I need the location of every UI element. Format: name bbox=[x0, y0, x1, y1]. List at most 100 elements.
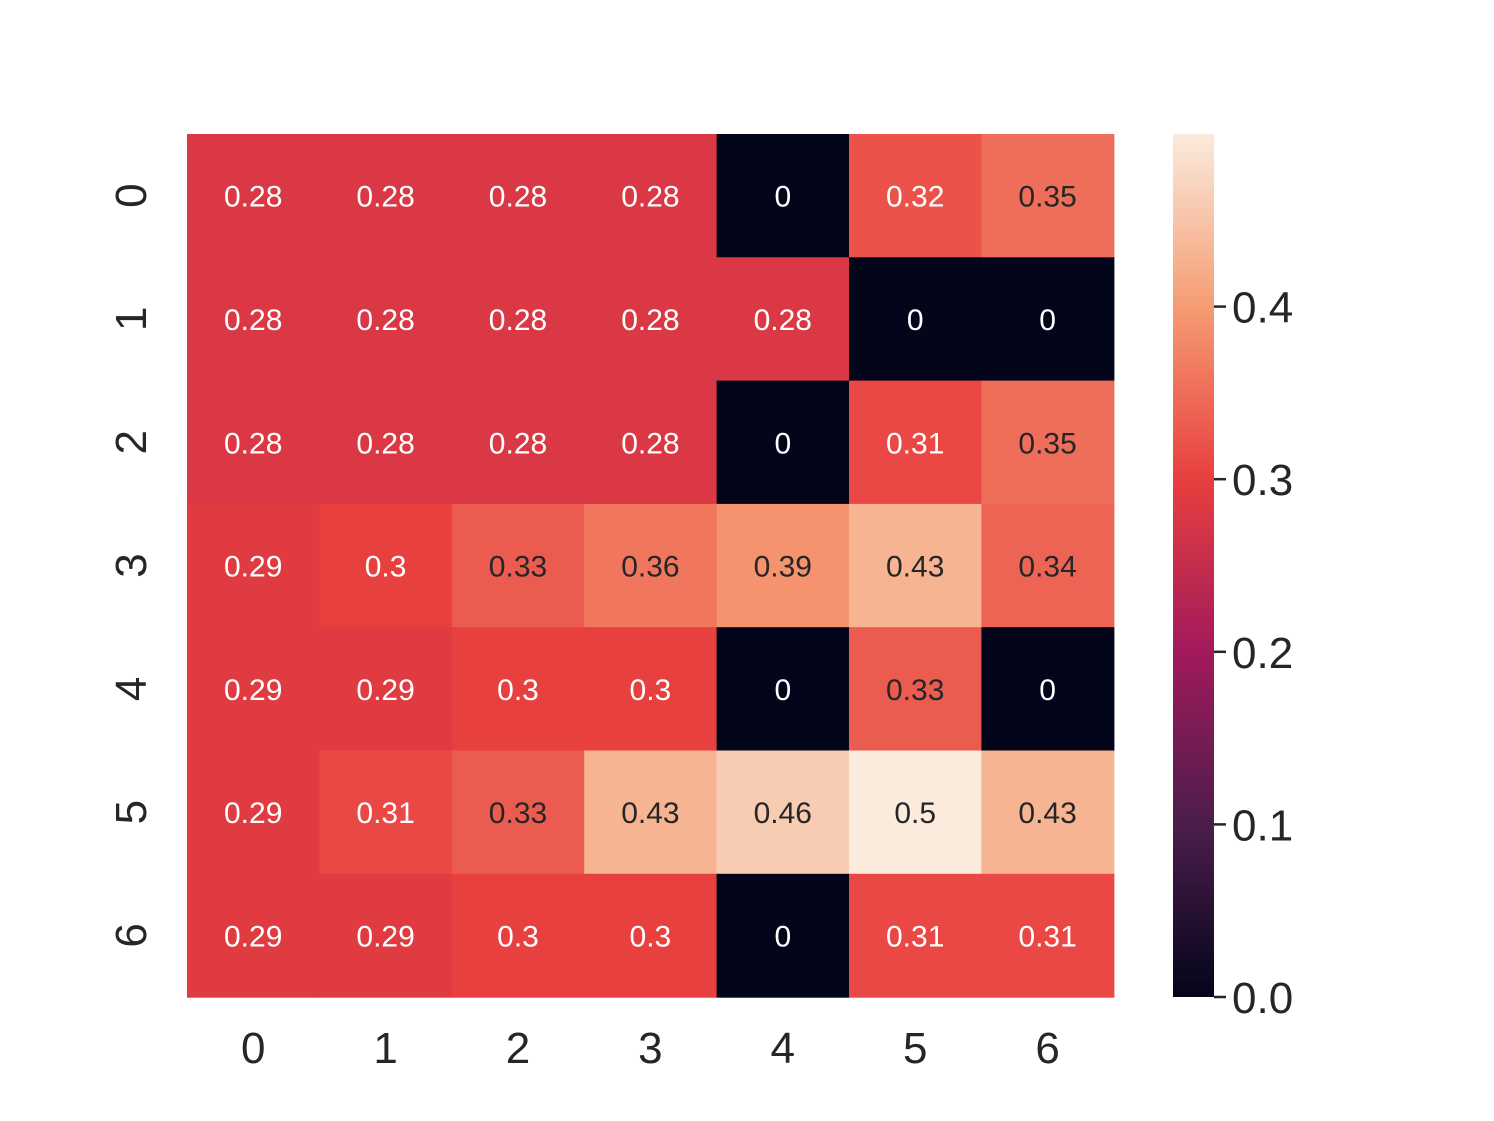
cell-value-label-r3-c3: 0.36 bbox=[621, 551, 679, 584]
cell-value-label-r5-c4: 0.46 bbox=[754, 797, 812, 830]
heatmap-cell-r5-c4 bbox=[716, 750, 850, 875]
cell-value-label-r5-c6: 0.43 bbox=[1018, 797, 1076, 830]
cell-value-label-r3-c1: 0.3 bbox=[365, 551, 407, 584]
cell-value-label-r4-c1: 0.29 bbox=[356, 674, 414, 707]
heatmap-cell-r0-c0 bbox=[187, 134, 320, 258]
x-tick-label-2: 2 bbox=[506, 1024, 530, 1073]
cell-value-label-r4-c4: 0 bbox=[774, 674, 791, 707]
heatmap-cell-r1-c6 bbox=[981, 257, 1115, 382]
y-axis-ticks: 0 1 2 3 4 5 6 bbox=[107, 183, 156, 947]
heatmap-cell-r1-c5 bbox=[849, 257, 982, 382]
cell-value-label-r0-c0: 0.28 bbox=[224, 181, 282, 214]
cell-value-label-r1-c5: 0 bbox=[907, 304, 924, 337]
cell-value-label-r2-c5: 0.31 bbox=[886, 427, 944, 460]
heatmap-cell-r4-c2 bbox=[451, 627, 585, 752]
cell-value-label-r0-c5: 0.32 bbox=[886, 181, 944, 214]
heatmap-cell-r0-c4 bbox=[716, 134, 850, 258]
cell-value-label-r2-c1: 0.28 bbox=[356, 427, 414, 460]
cell-value-label-r6-c2: 0.3 bbox=[497, 920, 539, 953]
heatmap-cell-r5-c3 bbox=[584, 750, 718, 875]
colorbar bbox=[1173, 134, 1214, 997]
heatmap-cell-r2-c4 bbox=[716, 380, 850, 505]
heatmap-cell-r1-c3 bbox=[584, 257, 718, 382]
heatmap-cell-labels: 0.28 0.28 0.28 0.28 0 0.32 0.35 0.28 0.28 0.28 0.2… bbox=[224, 181, 1077, 954]
x-tick-label-4: 4 bbox=[771, 1024, 795, 1073]
y-tick-label-0: 0 bbox=[107, 183, 156, 207]
heatmap-cell-r6-c5 bbox=[849, 873, 982, 998]
cell-value-label-r6-c5: 0.31 bbox=[886, 920, 944, 953]
heatmap-cell-r6-c1 bbox=[319, 873, 453, 998]
y-tick-label-3: 3 bbox=[107, 553, 156, 577]
heatmap-cell-r0-c2 bbox=[451, 134, 585, 258]
cell-value-label-r6-c4: 0 bbox=[774, 920, 791, 953]
heatmap-cell-r5-c5 bbox=[849, 750, 982, 875]
heatmap-cell-r6-c6 bbox=[981, 873, 1115, 998]
cell-value-label-r6-c1: 0.29 bbox=[356, 920, 414, 953]
y-tick-label-4: 4 bbox=[107, 677, 156, 701]
y-tick-label-2: 2 bbox=[107, 430, 156, 454]
heatmap-cell-r4-c6 bbox=[981, 627, 1115, 752]
cell-value-label-r4-c3: 0.3 bbox=[630, 674, 672, 707]
heatmap-cell-r5-c0 bbox=[187, 750, 320, 875]
colorbar-tick-label-1: 0.1 bbox=[1232, 801, 1293, 850]
colorbar-tick-label-2: 0.2 bbox=[1232, 629, 1293, 678]
cell-value-label-r5-c5: 0.5 bbox=[894, 797, 936, 830]
heatmap-cell-r6-c0 bbox=[187, 873, 320, 998]
heatmap-cell-r0-c3 bbox=[584, 134, 718, 258]
cell-value-label-r3-c0: 0.29 bbox=[224, 551, 282, 584]
cell-value-label-r0-c6: 0.35 bbox=[1018, 181, 1076, 214]
heatmap-cell-r5-c2 bbox=[451, 750, 585, 875]
heatmap-cell-r3-c2 bbox=[451, 503, 585, 628]
cell-value-label-r2-c2: 0.28 bbox=[489, 427, 547, 460]
cell-value-label-r3-c6: 0.34 bbox=[1018, 551, 1076, 584]
y-tick-label-5: 5 bbox=[107, 800, 156, 824]
cell-value-label-r2-c3: 0.28 bbox=[621, 427, 679, 460]
cell-value-label-r1-c6: 0 bbox=[1039, 304, 1056, 337]
heatmap-cell-r6-c2 bbox=[451, 873, 585, 998]
cell-value-label-r4-c5: 0.33 bbox=[886, 674, 944, 707]
x-tick-label-6: 6 bbox=[1035, 1024, 1059, 1073]
cell-value-label-r5-c1: 0.31 bbox=[356, 797, 414, 830]
cell-value-label-r4-c2: 0.3 bbox=[497, 674, 539, 707]
x-tick-label-5: 5 bbox=[903, 1024, 927, 1073]
cell-value-label-r1-c2: 0.28 bbox=[489, 304, 547, 337]
cell-value-label-r1-c4: 0.28 bbox=[754, 304, 812, 337]
heatmap-cell-r1-c2 bbox=[451, 257, 585, 382]
heatmap-cell-r5-c1 bbox=[319, 750, 453, 875]
heatmap-cell-r2-c5 bbox=[849, 380, 982, 505]
heatmap-cell-r3-c5 bbox=[849, 503, 982, 628]
heatmap-cell-r0-c6 bbox=[981, 134, 1115, 258]
y-tick-label-1: 1 bbox=[107, 307, 156, 331]
heatmap-cell-r2-c2 bbox=[451, 380, 585, 505]
heatmap-cell-r4-c4 bbox=[716, 627, 850, 752]
cell-value-label-r3-c4: 0.39 bbox=[754, 551, 812, 584]
cell-value-label-r0-c4: 0 bbox=[774, 181, 791, 214]
heatmap-cell-r2-c3 bbox=[584, 380, 718, 505]
heatmap-cell-r5-c6 bbox=[981, 750, 1115, 875]
cell-value-label-r4-c6: 0 bbox=[1039, 674, 1056, 707]
heatmap-cell-r3-c3 bbox=[584, 503, 718, 628]
cell-value-label-r5-c3: 0.43 bbox=[621, 797, 679, 830]
heatmap-cell-r4-c1 bbox=[319, 627, 453, 752]
heatmap-cell-r2-c6 bbox=[981, 380, 1115, 505]
colorbar-tick-label-0: 0.0 bbox=[1232, 974, 1293, 1023]
cell-value-label-r2-c6: 0.35 bbox=[1018, 427, 1076, 460]
colorbar-ticks: 0.0 0.1 0.2 0.3 0.4 bbox=[1214, 284, 1293, 1023]
cell-value-label-r1-c3: 0.28 bbox=[621, 304, 679, 337]
colorbar-tick-label-3: 0.3 bbox=[1232, 456, 1293, 505]
heatmap-cell-r4-c3 bbox=[584, 627, 718, 752]
cell-value-label-r6-c0: 0.29 bbox=[224, 920, 282, 953]
cell-value-label-r4-c0: 0.29 bbox=[224, 674, 282, 707]
x-axis-ticks: 0 1 2 3 4 5 6 bbox=[241, 1024, 1060, 1073]
heatmap-cell-r3-c4 bbox=[716, 503, 850, 628]
cell-value-label-r0-c2: 0.28 bbox=[489, 181, 547, 214]
heatmap-cell-r6-c4 bbox=[716, 873, 850, 998]
heatmap-cell-r1-c0 bbox=[187, 257, 320, 382]
colorbar-tick-label-4: 0.4 bbox=[1232, 284, 1293, 333]
cell-value-label-r3-c2: 0.33 bbox=[489, 551, 547, 584]
heatmap-cell-r6-c3 bbox=[584, 873, 718, 998]
heatmap-cell-r0-c1 bbox=[319, 134, 453, 258]
x-tick-label-3: 3 bbox=[638, 1024, 662, 1073]
heatmap-cell-r4-c0 bbox=[187, 627, 320, 752]
